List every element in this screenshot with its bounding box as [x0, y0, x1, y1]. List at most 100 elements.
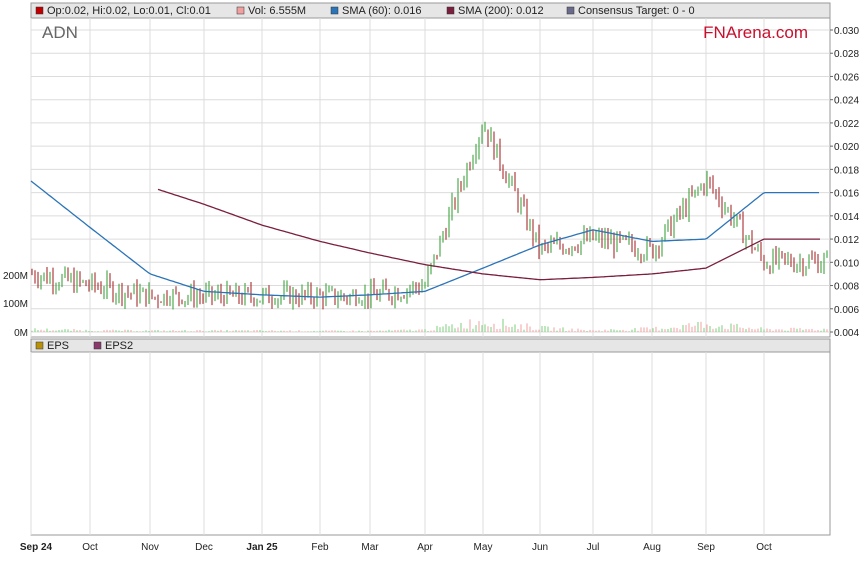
volume-bar	[268, 330, 270, 332]
x-tick-label: Aug	[643, 542, 661, 553]
volume-bar	[46, 328, 48, 332]
volume-bar	[574, 331, 576, 332]
volume-bar	[70, 330, 72, 332]
volume-bar	[748, 327, 750, 332]
volume-bar	[469, 319, 471, 332]
volume-bar	[709, 326, 711, 332]
legend-bar-top	[30, 2, 831, 19]
volume-bar	[259, 329, 261, 332]
volume-bar	[817, 330, 819, 332]
volume-bar	[271, 330, 273, 332]
volume-bar	[130, 330, 132, 332]
y-tick-label: 0.028	[834, 49, 859, 60]
volume-bar	[766, 328, 768, 332]
volume-bar	[409, 329, 411, 332]
volume-bar	[727, 329, 729, 332]
volume-bar	[397, 329, 399, 332]
volume-bar	[553, 327, 555, 332]
legend-swatch	[330, 6, 339, 15]
volume-bar	[388, 329, 390, 332]
volume-bar	[79, 329, 81, 332]
x-tick-label: May	[474, 542, 493, 553]
legend-swatch	[93, 341, 102, 350]
volume-bar	[43, 330, 45, 332]
x-tick-label: Sep	[697, 542, 715, 553]
volume-bar	[406, 330, 408, 332]
volume-bar	[724, 328, 726, 332]
volume-bar	[37, 329, 39, 332]
volume-bar	[337, 330, 339, 332]
volume-bar	[436, 325, 438, 332]
volume-bar	[187, 331, 189, 332]
volume-bar	[769, 329, 771, 332]
volume-bar	[307, 331, 309, 332]
volume-tick-label: 0M	[14, 328, 28, 339]
volume-bar	[244, 330, 246, 332]
volume-bar	[508, 327, 510, 332]
volume-bar	[439, 327, 441, 332]
eps-panel	[30, 338, 831, 536]
volume-bar	[253, 330, 255, 332]
volume-bar	[718, 326, 720, 332]
volume-bar	[133, 331, 135, 332]
volume-bar	[175, 330, 177, 332]
volume-bar	[295, 331, 297, 332]
volume-bar	[214, 329, 216, 332]
y-tick-label: 0.016	[834, 189, 859, 200]
volume-bar	[523, 329, 525, 332]
volume-bar	[136, 331, 138, 332]
volume-bar	[781, 329, 783, 332]
volume-bar	[313, 330, 315, 332]
volume-bar	[100, 331, 102, 332]
volume-bar	[700, 321, 702, 332]
volume-bar	[325, 330, 327, 332]
volume-bar	[502, 318, 504, 332]
volume-bar	[154, 330, 156, 332]
volume-bar	[316, 331, 318, 332]
price-axis: 0.030 0.028 0.026 0.024 0.022 0.020 0.018 0.016…	[830, 26, 859, 339]
y-tick-label: 0.008	[834, 282, 859, 293]
volume-bar	[157, 329, 159, 332]
legend-label: SMA (200): 0.012	[458, 5, 544, 17]
x-tick-label: Nov	[141, 542, 159, 553]
volume-bar	[511, 326, 513, 332]
volume-bar	[112, 329, 114, 332]
legend-swatch	[35, 6, 44, 15]
x-tick-label: Sep 24	[20, 542, 53, 553]
volume-bar	[640, 327, 642, 332]
volume-bar	[799, 328, 801, 332]
volume-bar	[577, 328, 579, 332]
volume-bar	[412, 331, 414, 332]
volume-bar	[301, 331, 303, 332]
volume-bar	[568, 330, 570, 332]
volume-bar	[256, 330, 258, 332]
volume-bar	[304, 331, 306, 332]
volume-bar	[544, 326, 546, 332]
volume-bar	[535, 329, 537, 332]
volume-bar	[400, 329, 402, 332]
volume-bar	[433, 330, 435, 332]
volume-bar	[664, 329, 666, 332]
volume-bar	[328, 330, 330, 332]
volume-bar	[91, 331, 93, 332]
volume-bar	[613, 329, 615, 332]
grid	[30, 18, 830, 535]
volume-bar	[775, 329, 777, 332]
volume-bar	[169, 330, 171, 332]
x-tick-label: Oct	[756, 542, 772, 553]
legend-swatch	[35, 341, 44, 350]
volume-bar	[118, 330, 120, 332]
volume-bar	[598, 330, 600, 332]
volume-bar	[559, 328, 561, 332]
volume-bar	[742, 328, 744, 332]
x-tick-label: Jun	[532, 542, 548, 553]
volume-bar	[610, 329, 612, 332]
volume-bar	[805, 329, 807, 332]
volume-bar	[550, 330, 552, 332]
volume-bar	[379, 330, 381, 332]
volume-bar	[694, 325, 696, 332]
volume-bar	[676, 327, 678, 332]
x-tick-label: Feb	[311, 542, 329, 553]
legend-top: Op:0.02, Hi:0.02, Lo:0.01, Cl:0.01 Vol: 6…	[35, 5, 695, 17]
